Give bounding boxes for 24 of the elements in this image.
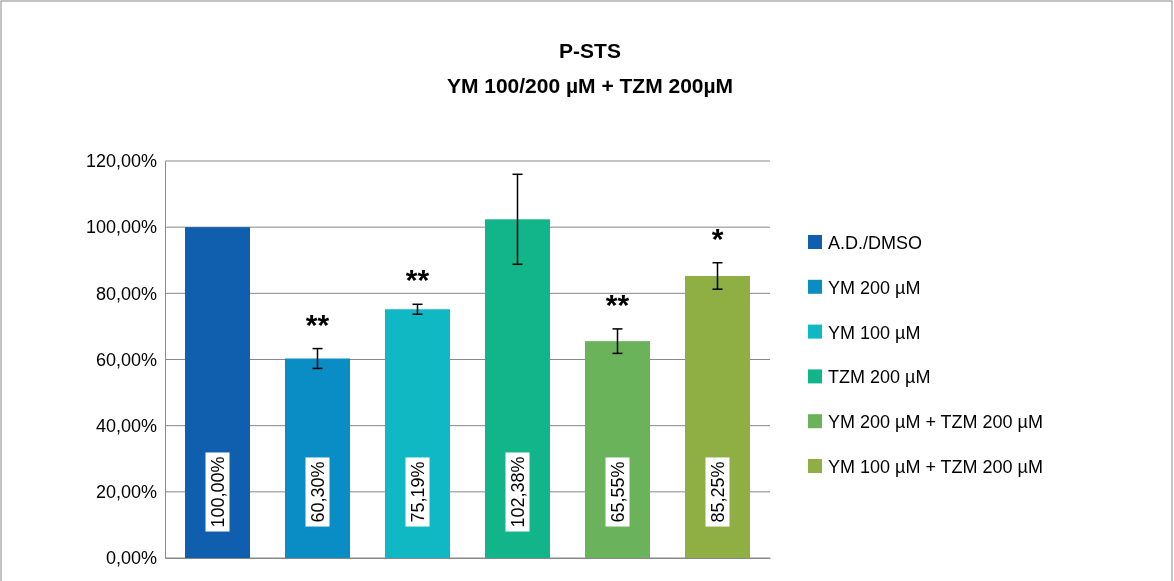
legend-label: YM 100 µM + TZM 200 µM bbox=[828, 457, 1043, 477]
legend-label: A.D./DMSO bbox=[828, 233, 923, 253]
data-label: 60,30% bbox=[307, 461, 328, 523]
y-tick-label: 100,00% bbox=[85, 217, 157, 238]
y-tick-label: 0,00% bbox=[105, 548, 157, 569]
data-label: 100,00% bbox=[207, 456, 228, 528]
y-tick-label: 60,00% bbox=[95, 349, 157, 370]
annotation: ** bbox=[305, 307, 330, 341]
y-tick-label: 40,00% bbox=[95, 415, 157, 436]
annotation: ** bbox=[405, 263, 430, 297]
y-tick-label: 20,00% bbox=[95, 482, 157, 503]
y-tick-label: 120,00% bbox=[85, 151, 157, 172]
data-label: 85,25% bbox=[707, 461, 728, 523]
chart-title: P-STS YM 100/200 µM + TZM 200µM bbox=[446, 39, 734, 97]
legend-label: TZM 200 µM bbox=[828, 367, 931, 388]
annotation: ** bbox=[605, 287, 630, 321]
data-label: 65,55% bbox=[607, 461, 628, 523]
y-tick-label: 80,00% bbox=[95, 283, 157, 304]
legend-label: YM 200 µM + TZM 200 µM bbox=[828, 412, 1043, 433]
data-label: 102,38% bbox=[507, 456, 528, 528]
annotation: * bbox=[711, 221, 724, 255]
legend-label: YM 100 µM bbox=[828, 322, 921, 343]
data-label: 75,19% bbox=[407, 461, 428, 523]
legend-label: YM 200 µM bbox=[828, 277, 921, 298]
